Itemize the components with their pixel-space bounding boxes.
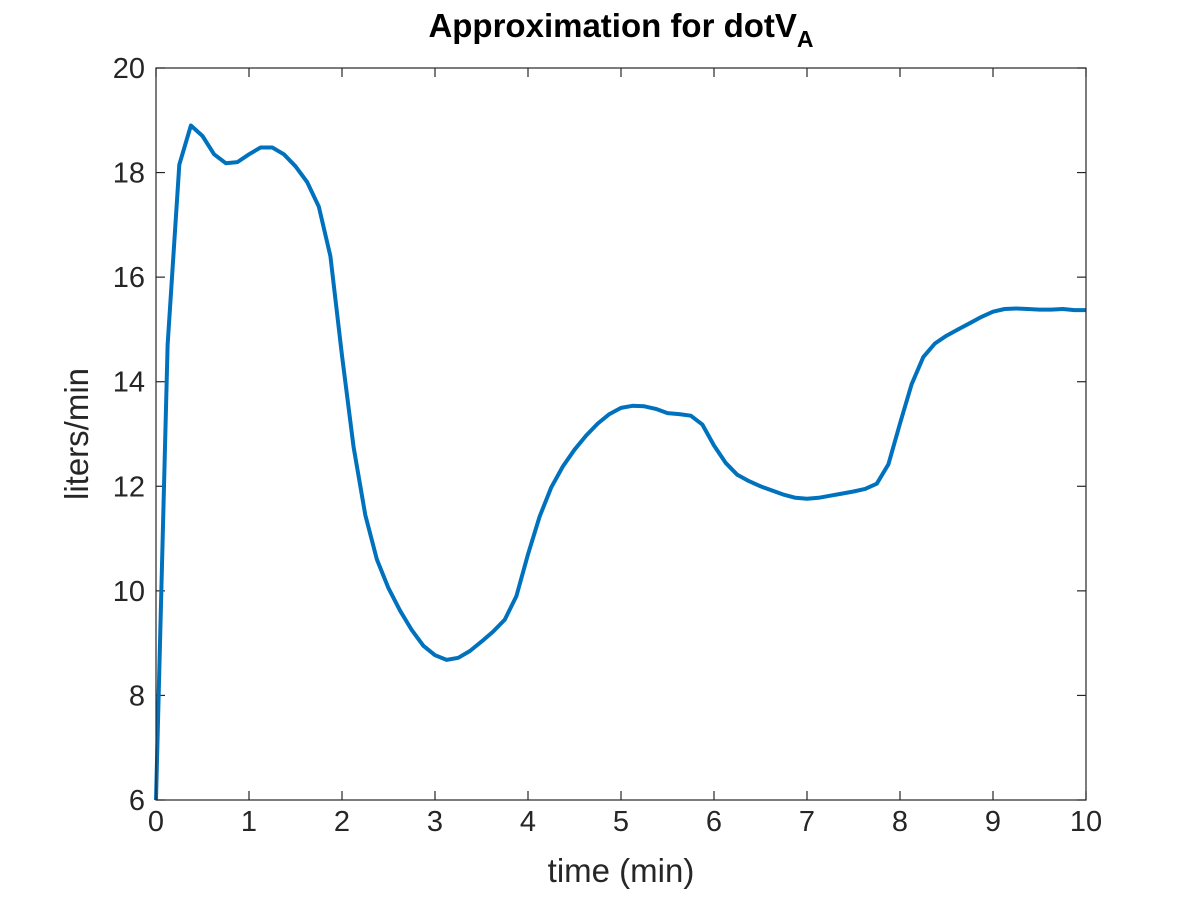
x-tick-label: 0 bbox=[148, 806, 164, 838]
y-axis-label: liters/min bbox=[58, 368, 95, 500]
x-tick-label: 4 bbox=[520, 806, 536, 838]
plot-frame bbox=[155, 67, 1087, 801]
series-layer bbox=[154, 123, 1086, 801]
y-tick-label: 16 bbox=[113, 262, 145, 294]
x-tick-label: 1 bbox=[241, 806, 257, 838]
x-tick-label: 8 bbox=[892, 806, 908, 838]
y-tick-label: 6 bbox=[129, 785, 145, 817]
x-tick-label: 5 bbox=[613, 806, 629, 838]
chart-title-main: Approximation for dotV bbox=[428, 7, 796, 44]
y-tick-label: 18 bbox=[113, 158, 145, 190]
y-tick-label: 8 bbox=[129, 680, 145, 712]
chart-title: Approximation for dotVA bbox=[428, 7, 813, 52]
y-tick-label: 12 bbox=[113, 471, 145, 503]
x-axis-label: time (min) bbox=[548, 852, 695, 889]
x-tick-label: 10 bbox=[1070, 806, 1102, 838]
x-tick-labels: 0 1 2 3 4 5 6 7 8 9 10 bbox=[148, 806, 1102, 838]
plot-area bbox=[156, 68, 1086, 800]
x-tick-label: 9 bbox=[985, 806, 1001, 838]
y-tick-labels: 6 8 10 12 14 16 18 20 bbox=[113, 53, 145, 817]
x-tick-label: 6 bbox=[706, 806, 722, 838]
x-tick-label: 7 bbox=[799, 806, 815, 838]
y-tick-label: 14 bbox=[113, 367, 145, 399]
y-tick-label: 20 bbox=[113, 53, 145, 85]
series-line-0 bbox=[154, 123, 1086, 801]
x-tick-label: 3 bbox=[427, 806, 443, 838]
chart-title-subscript: A bbox=[797, 26, 814, 52]
y-tick-label: 10 bbox=[113, 576, 145, 608]
x-tick-label: 2 bbox=[334, 806, 350, 838]
